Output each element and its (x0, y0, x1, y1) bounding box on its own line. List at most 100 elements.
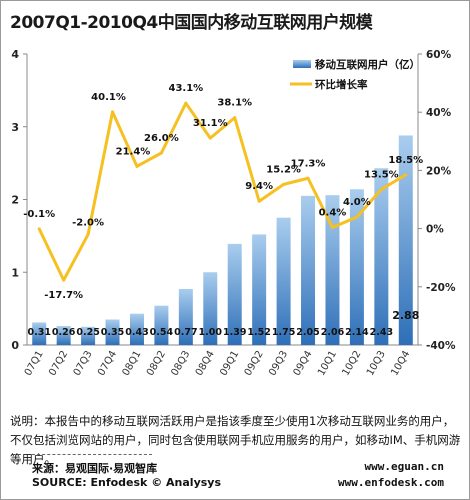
y-left-tick-label: 4 (11, 48, 19, 61)
bar-value-label: 2.43 (370, 327, 393, 338)
bar-value-label: 2.14 (345, 327, 369, 338)
bar-value-label: 1.75 (272, 327, 295, 338)
bar-07Q2 (56, 326, 71, 345)
x-tick-label: 09Q4 (292, 349, 315, 378)
x-tick-label: 08Q4 (194, 349, 217, 378)
chart-title: 2007Q1-2010Q4中国国内移动互联网用户规模 (10, 13, 373, 33)
bar-08Q2 (154, 305, 169, 345)
bar-09Q3 (276, 217, 291, 345)
y-right-tick-label: -40% (426, 340, 456, 352)
y-right-tick-label: 20% (426, 165, 452, 177)
bar-value-label: 0.25 (76, 327, 99, 338)
bar-10Q1 (325, 195, 340, 345)
y-left-tick-label: 3 (11, 121, 19, 134)
website-eguan: www.eguan.cn (364, 460, 444, 473)
growth-rate-point (184, 101, 188, 105)
y-right-tick-label: -20% (426, 282, 456, 294)
bar-value-label: 2.06 (321, 327, 345, 338)
source-en: SOURCE: Enfodesk © Analysys (32, 476, 222, 489)
y-right-tick-label: 0% (426, 224, 444, 236)
legend-label-users: 移动互联网用户（亿） (315, 58, 420, 71)
growth-rate-label: 26.0% (144, 133, 179, 144)
divider (32, 454, 152, 455)
source-cn: 来源：易观国际·易观智库 (32, 462, 158, 475)
bar-07Q3 (81, 326, 96, 345)
growth-rate-line (37, 101, 407, 282)
x-tick-label: 10Q3 (365, 349, 388, 378)
growth-rate-label: 4.0% (343, 197, 371, 208)
bar-value-label: 1.39 (223, 327, 246, 338)
growth-rate-label: 31.1% (193, 118, 228, 129)
growth-rate-label: -17.7% (44, 290, 83, 301)
growth-rate-point (62, 278, 66, 282)
growth-rate-point (159, 151, 163, 155)
y-right-tick-label: 60% (426, 49, 452, 61)
growth-rate-point (282, 182, 286, 186)
growth-rate-point (330, 225, 334, 229)
growth-rate-point (379, 187, 383, 191)
growth-rate-label: 40.1% (91, 92, 126, 103)
growth-rate-label: 21.4% (116, 146, 151, 157)
bar-value-label: 0.77 (174, 327, 197, 338)
x-tick-label: 10Q4 (389, 349, 412, 378)
growth-rate-label: 13.5% (364, 169, 399, 180)
bar-value-label: 2.05 (296, 327, 319, 338)
bar-08Q1 (129, 313, 144, 345)
x-tick-label: 10Q2 (340, 349, 363, 378)
x-tick-label: 09Q1 (218, 349, 241, 378)
x-tick-label: 07Q4 (96, 349, 119, 378)
growth-rate-label: 17.3% (291, 158, 326, 169)
x-tick-label: 10Q1 (316, 349, 339, 378)
bar-value-label: 1.52 (247, 327, 270, 338)
growth-rate-label: -2.0% (72, 217, 104, 228)
website-enfodesk: www.enfodesk.com (338, 476, 444, 489)
growth-rate-point (355, 215, 359, 219)
growth-rate-point (306, 176, 310, 180)
y-left-tick-label: 0 (11, 339, 19, 352)
bar-value-label: 0.31 (27, 327, 50, 338)
x-tick-label: 07Q3 (72, 349, 95, 378)
bar-10Q3 (374, 168, 389, 345)
growth-rate-label: 0.4% (319, 207, 347, 218)
growth-rate-point (135, 164, 139, 168)
growth-rate-point (404, 173, 408, 177)
growth-rate-label: 43.1% (168, 83, 203, 94)
growth-rate-label: 18.5% (388, 155, 423, 166)
legend-label-growth: 环比增长率 (315, 78, 368, 91)
chart-canvas: 0 1 2 3 4 -40% -20% 0% 20% 40% 60% 0.31 0.26 0.25 0.3… (11, 48, 456, 378)
x-tick-label: 09Q3 (267, 349, 290, 378)
bar-10Q2 (349, 189, 364, 345)
bar-value-label: 1.00 (199, 327, 223, 338)
x-tick-label: 08Q2 (145, 349, 168, 378)
x-tick-label: 07Q1 (23, 349, 46, 378)
bar-value-label: 0.43 (125, 327, 148, 338)
bar-09Q2 (252, 234, 267, 345)
growth-rate-point (233, 116, 237, 120)
bar-10Q4 (398, 135, 413, 345)
growth-rate-point (111, 110, 115, 114)
x-tick-label: 09Q2 (243, 349, 266, 378)
growth-rate-point (257, 199, 261, 203)
bar-09Q1 (227, 243, 242, 345)
growth-rate-label: -0.1% (23, 209, 55, 220)
y-left-tick-label: 1 (11, 266, 19, 279)
bar-value-label: 0.35 (101, 327, 124, 338)
x-tick-label: 08Q1 (121, 349, 144, 378)
bar-08Q3 (178, 288, 193, 345)
y-right-tick-label: 40% (426, 107, 452, 119)
footnote: 说明：本报告中的移动互联网活跃用户是指该季度至少使用1次移动互联网业务的用户，不… (10, 414, 461, 466)
y-left-tick-label: 2 (11, 194, 19, 207)
x-tick-label: 08Q3 (169, 349, 192, 378)
bar-07Q4 (105, 319, 120, 345)
growth-rate-label: 15.2% (266, 164, 301, 175)
bar-09Q4 (301, 195, 316, 345)
growth-rate-point (208, 136, 212, 140)
growth-rate-label: 38.1% (217, 98, 252, 109)
bar-value-label: 0.26 (52, 327, 76, 338)
bar-07Q1 (32, 322, 47, 345)
bar-value-label: 2.88 (392, 309, 419, 322)
x-tick-label: 07Q2 (47, 349, 70, 378)
growth-rate-point (37, 227, 41, 231)
growth-rate-label: 9.4% (245, 181, 273, 192)
growth-rate-point (86, 232, 90, 236)
